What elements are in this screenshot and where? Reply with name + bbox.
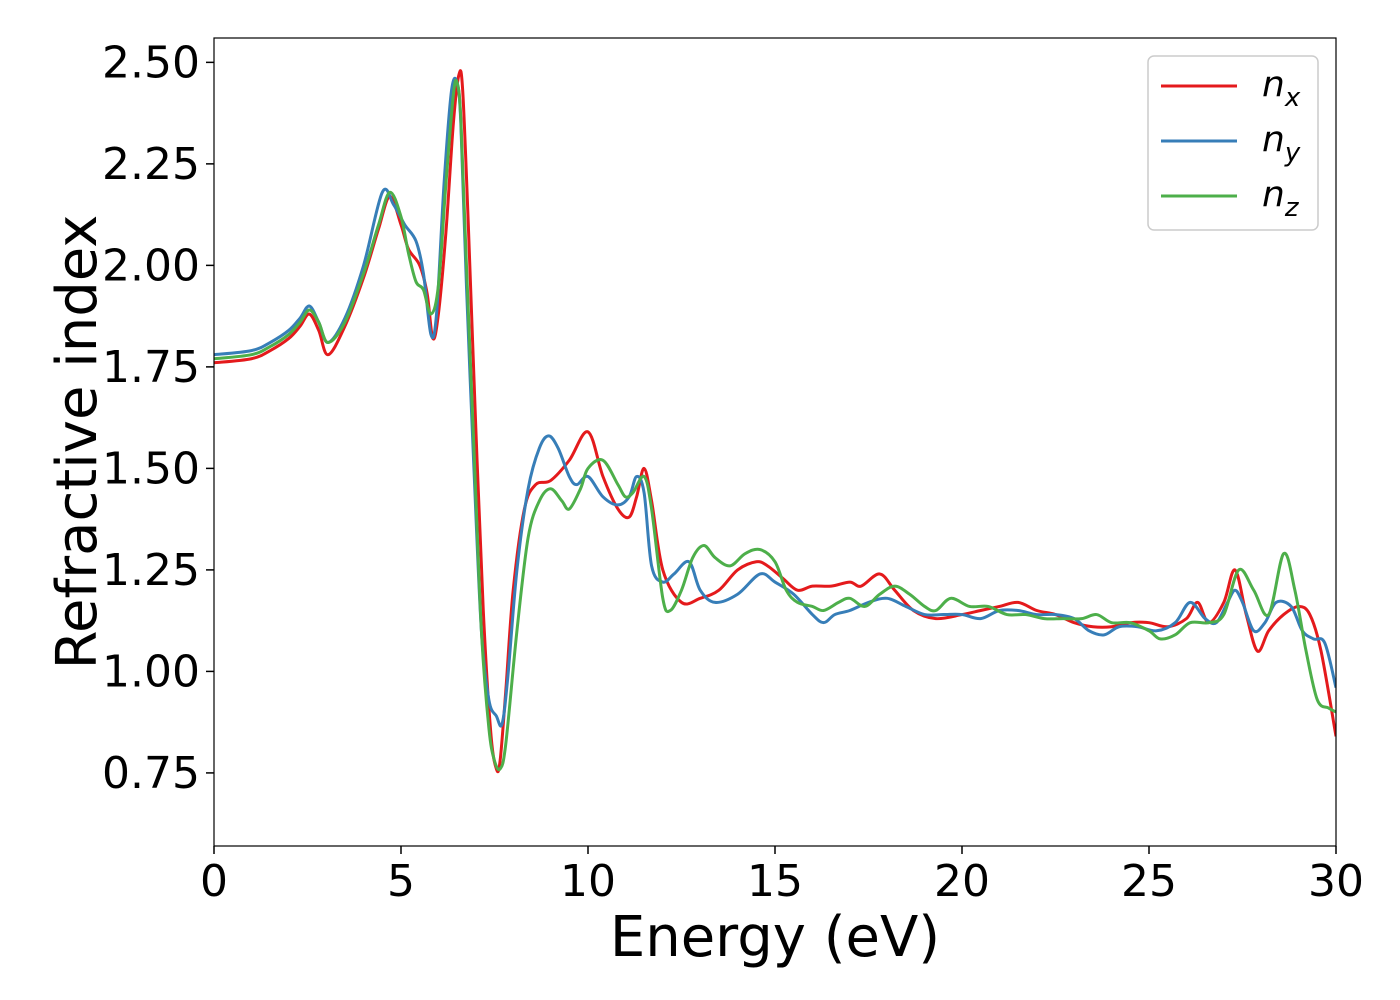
series-layer [214,69,1336,774]
x-tick-label: 25 [1121,856,1177,907]
y-tick-label: 1.25 [102,545,200,596]
series-line-ny [214,76,1336,728]
x-tick-label: 10 [560,856,616,907]
y-axis: 0.75 1.00 1.25 1.50 1.75 2.00 2.25 2.50 [102,37,214,799]
legend-box [1147,55,1319,231]
legend-label-nz: nz [1262,174,1300,223]
legend-label-subscript: z [1284,193,1300,223]
y-tick-label: 1.50 [102,443,200,494]
series-line-nz [214,78,1336,772]
x-tick-label: 20 [934,856,990,907]
legend-label-subscript: x [1284,83,1301,113]
x-axis-label: Energy (eV) [610,905,940,970]
y-tick-label: 1.75 [102,342,200,393]
y-tick-label: 2.00 [102,240,200,291]
y-axis-label: Refractive index [45,215,110,670]
legend-label-ny: ny [1262,119,1301,168]
y-tick-label: 2.25 [102,139,200,190]
legend-label-base: n [1262,64,1285,105]
x-axis: 0 5 10 15 20 25 30 [200,846,1364,907]
legend-label-subscript: y [1284,138,1301,168]
y-tick-label: 1.00 [102,646,200,697]
x-tick-label: 30 [1308,856,1364,907]
x-tick-label: 15 [747,856,803,907]
y-tick-label: 2.50 [102,37,200,88]
legend-label-nx: nx [1262,64,1301,113]
legend-label-base: n [1262,119,1285,160]
x-tick-label: 5 [387,856,415,907]
x-tick-label: 0 [200,856,228,907]
y-tick-label: 0.75 [102,748,200,799]
legend-label-base: n [1262,174,1285,215]
